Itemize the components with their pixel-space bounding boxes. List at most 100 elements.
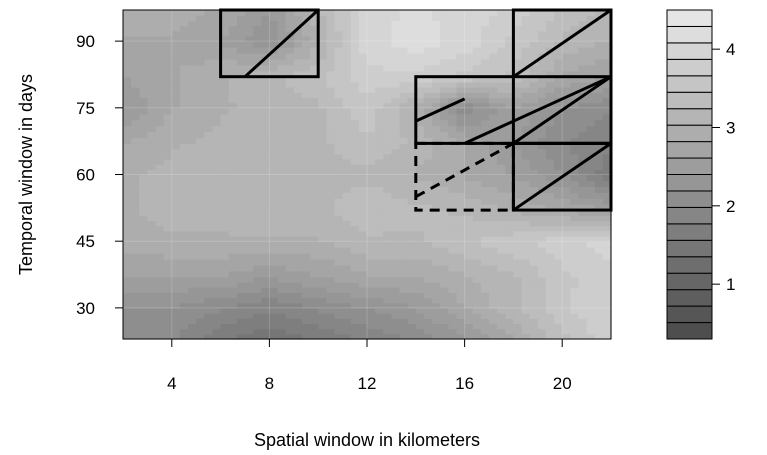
heatmap-cell <box>554 292 563 299</box>
heatmap-cell <box>131 164 140 170</box>
heatmap-cell <box>367 174 376 182</box>
heatmap-cell <box>269 220 279 227</box>
heatmap-cell <box>432 236 441 242</box>
heatmap-cell <box>464 302 474 309</box>
heatmap-cell <box>155 174 165 182</box>
heatmap-cell <box>261 210 270 216</box>
heatmap-cell <box>188 148 197 155</box>
heatmap-cell <box>147 35 157 42</box>
heatmap-cell <box>456 35 466 42</box>
heatmap-cell <box>448 204 458 211</box>
heatmap-cell <box>334 143 344 150</box>
heatmap-cell <box>334 287 344 293</box>
heatmap-cell <box>554 204 563 211</box>
heatmap-cell <box>472 10 482 16</box>
heatmap-cell <box>464 25 474 32</box>
heatmap-cell <box>342 210 352 216</box>
heatmap-cell <box>245 318 254 325</box>
heatmap-cell <box>448 220 458 227</box>
heatmap-cell <box>155 215 165 222</box>
heatmap-cell <box>505 113 514 121</box>
heatmap-cell <box>196 215 205 222</box>
heatmap-cell <box>318 281 327 288</box>
heatmap-cell <box>293 148 303 155</box>
heatmap-cell <box>147 20 157 27</box>
heatmap-cell <box>448 333 458 340</box>
heatmap-cell <box>236 230 246 237</box>
heatmap-cell <box>131 125 140 133</box>
heatmap-cell <box>545 137 555 144</box>
heatmap-cell <box>228 131 238 139</box>
heatmap-cell <box>188 87 197 93</box>
heatmap-cell <box>472 220 482 227</box>
heatmap-cell <box>253 333 262 340</box>
heatmap-cell <box>196 153 205 160</box>
heatmap-cell <box>375 10 384 16</box>
heatmap-cell <box>326 333 336 340</box>
heatmap-cell <box>196 35 205 42</box>
heatmap-cell <box>179 107 189 115</box>
heatmap-cell <box>163 153 173 160</box>
heatmap-cell <box>529 87 539 93</box>
heatmap-cell <box>383 318 392 325</box>
heatmap-cell <box>131 313 140 319</box>
heatmap-cell <box>399 297 409 304</box>
heatmap-cell <box>423 313 433 319</box>
heatmap-cell <box>147 174 157 182</box>
heatmap-cell <box>318 270 327 278</box>
heatmap-cell <box>293 15 303 21</box>
heatmap-cell <box>131 158 140 165</box>
heatmap-cell <box>188 52 197 60</box>
heatmap-cell <box>407 92 417 99</box>
heatmap-cell <box>505 169 514 176</box>
heatmap-cell <box>196 264 205 272</box>
heatmap-cell <box>545 318 555 325</box>
heatmap-cell <box>245 258 254 266</box>
heatmap-cell <box>228 10 238 16</box>
heatmap-cell <box>171 204 181 211</box>
heatmap-cell <box>489 119 498 127</box>
heatmap-cell <box>220 143 230 150</box>
heatmap-cell <box>147 186 157 193</box>
heatmap-cell <box>269 148 279 155</box>
heatmap-cell <box>554 169 563 176</box>
heatmap-cell <box>155 125 165 133</box>
heatmap-cell <box>334 302 344 309</box>
heatmap-cell <box>367 323 376 330</box>
heatmap-cell <box>497 264 506 272</box>
heatmap-cell <box>139 87 148 93</box>
heatmap-cell <box>277 323 287 330</box>
heatmap-cell <box>155 70 165 78</box>
heatmap-cell <box>570 328 580 335</box>
heatmap-cell <box>155 102 165 109</box>
heatmap-cell <box>318 81 327 88</box>
heatmap-cell <box>277 225 287 232</box>
heatmap-cell <box>358 220 368 227</box>
heatmap-cell <box>188 292 197 299</box>
heatmap-cell <box>464 281 474 288</box>
heatmap-cell <box>212 264 222 272</box>
heatmap-cell <box>212 241 222 248</box>
heatmap-cell <box>155 186 165 193</box>
heatmap-cell <box>456 328 466 335</box>
heatmap-cell <box>440 76 449 83</box>
heatmap-cell <box>350 92 360 99</box>
heatmap-cell <box>383 328 392 335</box>
heatmap-cell <box>318 47 327 54</box>
heatmap-cell <box>310 64 319 72</box>
heatmap-cell <box>310 87 319 93</box>
heatmap-cell <box>367 230 376 237</box>
heatmap-cell <box>179 35 189 42</box>
heatmap-cell <box>171 210 181 216</box>
heatmap-cell <box>171 318 181 325</box>
heatmap-cell <box>163 148 173 155</box>
heatmap-cell <box>415 52 425 60</box>
heatmap-cell <box>440 102 449 109</box>
heatmap-cell <box>570 247 580 254</box>
heatmap-cell <box>505 328 514 335</box>
heatmap-cell <box>440 47 449 54</box>
heatmap-cell <box>521 119 531 127</box>
heatmap-cell <box>155 81 165 88</box>
heatmap-cell <box>269 287 279 293</box>
heatmap-cell <box>464 253 474 260</box>
